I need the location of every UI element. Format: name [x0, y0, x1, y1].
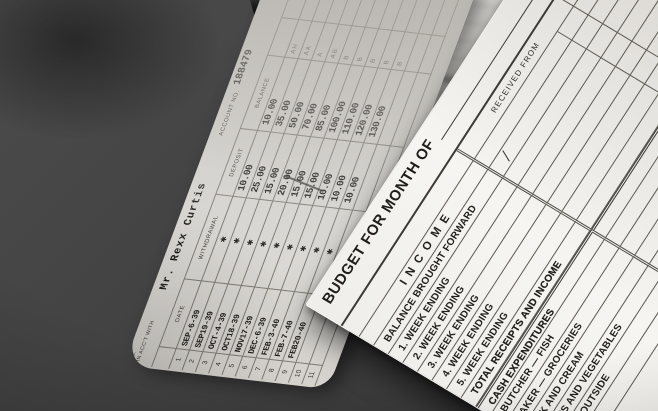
shadow-top-left: [0, 0, 220, 140]
